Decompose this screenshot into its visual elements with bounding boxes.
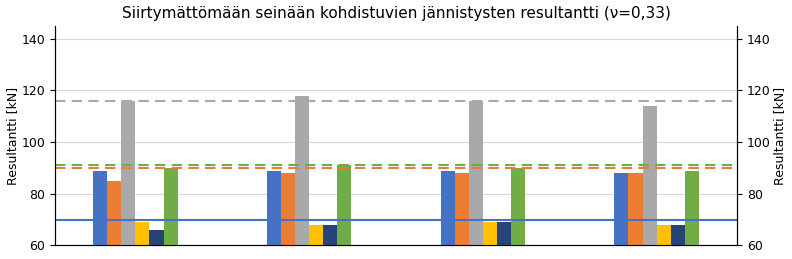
Bar <box>267 170 281 258</box>
Y-axis label: Resultantti [kN]: Resultantti [kN] <box>6 87 18 185</box>
Bar <box>135 222 150 258</box>
Title: Siirtymättömään seinään kohdistuvien jännistysten resultantti (ν=0,33): Siirtymättömään seinään kohdistuvien jän… <box>121 5 671 20</box>
Bar <box>615 173 628 258</box>
Bar <box>150 230 164 258</box>
Bar <box>440 170 455 258</box>
Bar <box>642 106 657 258</box>
Bar <box>295 96 309 258</box>
Bar <box>685 170 699 258</box>
Bar <box>483 222 497 258</box>
Bar <box>455 173 469 258</box>
Bar <box>469 101 483 258</box>
Bar <box>164 168 177 258</box>
Bar <box>281 173 295 258</box>
Bar <box>323 225 337 258</box>
Bar <box>671 225 685 258</box>
Y-axis label: Resultantti [kN]: Resultantti [kN] <box>774 87 786 185</box>
Bar <box>93 170 107 258</box>
Bar <box>121 101 135 258</box>
Bar <box>511 168 525 258</box>
Bar <box>628 173 642 258</box>
Bar <box>309 225 323 258</box>
Bar <box>497 222 511 258</box>
Bar <box>337 165 352 258</box>
Bar <box>107 181 121 258</box>
Bar <box>657 225 671 258</box>
